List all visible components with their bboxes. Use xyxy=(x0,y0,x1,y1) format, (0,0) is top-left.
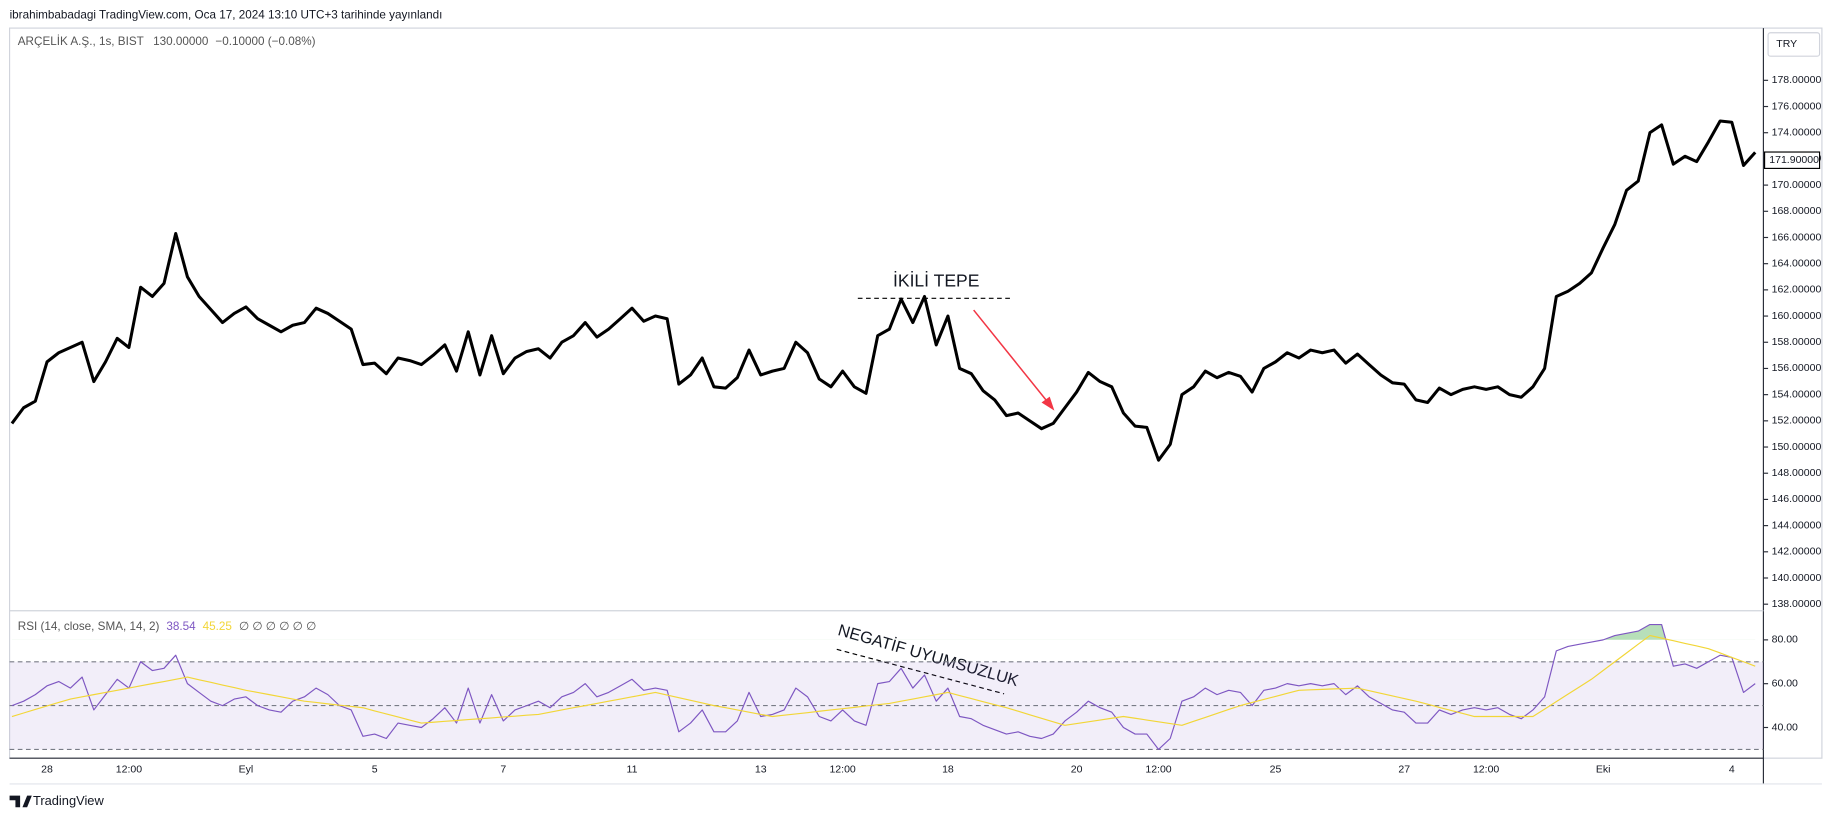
x-tick-label: 27 xyxy=(1398,764,1410,776)
x-tick-label: Eyl xyxy=(239,764,254,776)
y-tick-label: 164.00000 xyxy=(1772,257,1822,269)
y-tick-label: 158.00000 xyxy=(1772,336,1822,348)
x-tick-label: 13 xyxy=(755,764,767,776)
y-tick-label: 176.00000 xyxy=(1772,100,1822,112)
x-tick-label: 20 xyxy=(1071,764,1083,776)
last-price-box xyxy=(1763,151,1821,169)
y-tick-label: 138.00000 xyxy=(1772,598,1822,610)
y-tick-label: 174.00000 xyxy=(1772,126,1822,138)
y-tick-label: 148.00000 xyxy=(1772,467,1822,479)
divergence-line xyxy=(836,648,1005,695)
last-price-label: 171.90000 xyxy=(1769,154,1819,166)
rsi-y-tick-label: 80.00 xyxy=(1772,634,1798,646)
symbol-legend: ARÇELİK A.Ş., 1s, BIST 130.00000 −0.10000 … xyxy=(18,35,316,48)
x-tick-label: 12:00 xyxy=(116,764,142,776)
publish-note: ibrahimbabadagi TradingView.com, Oca 17,… xyxy=(10,8,443,21)
x-tick-label: 12:00 xyxy=(829,764,855,776)
rsi-extra: ∅ ∅ ∅ ∅ ∅ ∅ xyxy=(239,620,316,633)
series-line xyxy=(10,119,1757,462)
rsi-y-tick-label: 60.00 xyxy=(1772,677,1798,689)
y-tick-label: 146.00000 xyxy=(1772,493,1822,505)
series-line xyxy=(11,634,1756,726)
symbol-info: ARÇELİK A.Ş., 1s, BIST xyxy=(18,35,144,48)
x-tick-label: 11 xyxy=(627,764,638,776)
price: 130.00000 xyxy=(153,35,209,48)
brand: TradingView xyxy=(33,793,104,808)
x-tick-label: 12:00 xyxy=(1145,764,1171,776)
x-tick-label: 18 xyxy=(942,764,954,776)
y-tick-label: 154.00000 xyxy=(1772,388,1822,400)
x-tick-label: 28 xyxy=(41,764,53,776)
rsi-legend: RSI (14, close, SMA, 14, 2) 38.54 45.25 ∅ ∅… xyxy=(18,620,316,633)
x-tick-label: 5 xyxy=(372,764,378,776)
change: −0.10000 (−0.08%) xyxy=(215,35,315,48)
y-tick-label: 162.00000 xyxy=(1772,284,1822,296)
series-line xyxy=(11,623,1756,750)
y-tick-label: 142.00000 xyxy=(1772,546,1822,558)
arrow-line xyxy=(973,309,1052,407)
rsi-title: RSI (14, close, SMA, 14, 2) xyxy=(18,620,160,633)
currency-button[interactable] xyxy=(1767,32,1821,57)
currency[interactable]: TRY xyxy=(1776,38,1797,50)
y-tick-label: 144.00000 xyxy=(1772,519,1822,531)
sma-value: 45.25 xyxy=(203,620,233,633)
y-tick-label: 168.00000 xyxy=(1772,205,1822,217)
x-tick-label: 7 xyxy=(500,764,506,776)
rsi-y-tick-label: 40.00 xyxy=(1772,721,1798,733)
y-tick-label: 160.00000 xyxy=(1772,310,1822,322)
brand-logo xyxy=(9,795,32,808)
y-tick-label: 178.00000 xyxy=(1772,74,1822,86)
x-tick-label: 4 xyxy=(1729,764,1735,776)
y-tick-label: 152.00000 xyxy=(1772,415,1822,427)
arrow-head xyxy=(1041,396,1055,411)
x-tick-label: Eki xyxy=(1596,764,1611,776)
y-tick-label: 140.00000 xyxy=(1772,572,1822,584)
y-tick-label: 156.00000 xyxy=(1772,362,1822,374)
y-tick-label: 170.00000 xyxy=(1772,179,1822,191)
y-tick-label: 150.00000 xyxy=(1772,441,1822,453)
x-tick-label: 12:00 xyxy=(1473,764,1499,776)
y-tick-label: 166.00000 xyxy=(1772,231,1822,243)
double-top-label: İKİLİ TEPE xyxy=(893,271,979,291)
rsi-value: 38.54 xyxy=(166,620,196,633)
x-tick-label: 25 xyxy=(1270,764,1282,776)
